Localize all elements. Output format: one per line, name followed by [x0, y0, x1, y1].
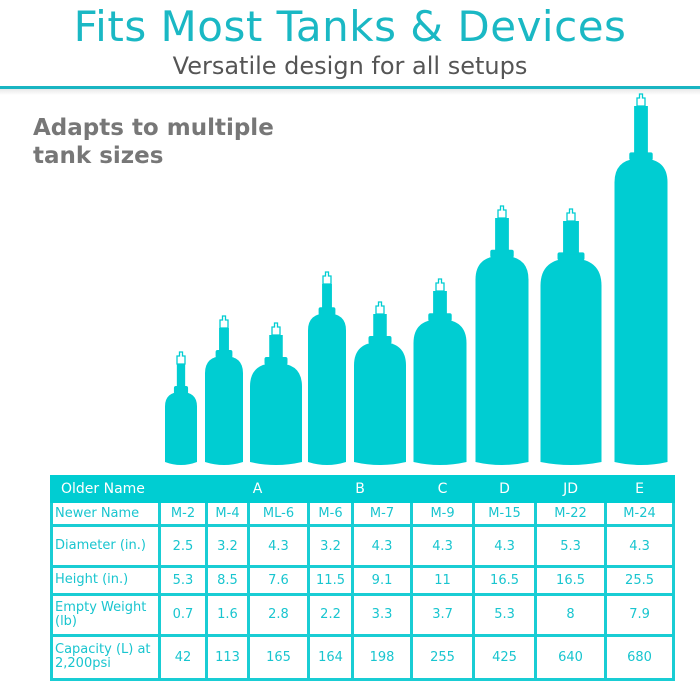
table-cell: 3.2 [205, 524, 250, 568]
table-cell: 8.5 [205, 564, 250, 597]
table-row: Height (in.) 5.3 8.5 7.6 11.5 9.1 11 16.5 16.5 25… [50, 564, 676, 597]
row-label: Older Name [50, 474, 161, 504]
table-cell: 4.3 [472, 524, 538, 568]
older-name-cell: JD [534, 474, 608, 504]
table-cell: M-7 [351, 500, 414, 528]
table-cell: 3.7 [410, 593, 476, 637]
table-cell: 255 [410, 633, 476, 682]
tank-icon [308, 271, 346, 465]
table-cell: 2.8 [246, 593, 311, 637]
table-cell: 3.2 [307, 524, 355, 568]
table-cell: M-9 [410, 500, 476, 528]
table-row: Capacity (L) at 2,200psi 42 113 165 164 198 25… [50, 633, 676, 682]
table-cell: 0.7 [158, 593, 208, 637]
table-cell: M-22 [534, 500, 608, 528]
header-divider [0, 86, 700, 89]
table-cell: 5.3 [158, 564, 208, 597]
table-cell: 3.3 [351, 593, 414, 637]
page-subtitle: Versatile design for all setups [172, 52, 528, 80]
table-cell: 7.9 [604, 593, 676, 637]
table-cell: 4.3 [604, 524, 676, 568]
row-label: Newer Name [50, 500, 161, 528]
tank-icon [413, 278, 467, 465]
table-cell: 4.3 [246, 524, 311, 568]
row-label: Diameter (in.) [50, 524, 161, 568]
older-name-cell: E [604, 474, 676, 504]
page-title: Fits Most Tanks & Devices [73, 2, 627, 51]
table-cell: 16.5 [472, 564, 538, 597]
tank-icon [475, 205, 529, 465]
table-cell: 11 [410, 564, 476, 597]
table-row: Diameter (in.) 2.5 3.2 4.3 3.2 4.3 4.3 4.3 5.3 4.… [50, 524, 676, 568]
tank-icon [614, 93, 668, 466]
table-cell: ML-6 [246, 500, 311, 528]
table-cell: M-2 [158, 500, 208, 528]
table-cell: M-6 [307, 500, 355, 528]
row-label: Height (in.) [50, 564, 161, 597]
older-name-cell: A [204, 474, 311, 504]
row-label: Empty Weight (lb) [50, 593, 161, 637]
section-heading-line1: Adapts to multiple [33, 115, 274, 141]
table-cell: 1.6 [205, 593, 250, 637]
older-name-cell [158, 474, 208, 504]
table-cell: M-24 [604, 500, 676, 528]
tank-illustrations [165, 93, 668, 466]
table-cell: 198 [351, 633, 414, 682]
row-label: Capacity (L) at 2,200psi [50, 633, 161, 682]
table-cell: 7.6 [246, 564, 311, 597]
section-heading-line2: tank sizes [33, 143, 164, 169]
table-cell: 2.2 [307, 593, 355, 637]
table-cell: 113 [205, 633, 250, 682]
table-cell: 5.3 [534, 524, 608, 568]
table-cell: 165 [246, 633, 311, 682]
table-cell: 5.3 [472, 593, 538, 637]
section-heading: Adapts to multiple tank sizes [33, 114, 274, 170]
table-cell: 9.1 [351, 564, 414, 597]
tank-spec-table: Older Name A B C D JD E Newer Name M-2 M-4 ML-6 M-6… [50, 474, 676, 682]
tank-icon [540, 208, 602, 465]
table-cell: M-15 [472, 500, 538, 528]
table-cell: 164 [307, 633, 355, 682]
header: Fits Most Tanks & Devices Versatile desi… [0, 0, 700, 88]
tank-icon [205, 315, 243, 465]
table-cell: 680 [604, 633, 676, 682]
header-divider-shadow [0, 89, 700, 95]
table-row: Newer Name M-2 M-4 ML-6 M-6 M-7 M-9 M-15 M-22 M-2… [50, 500, 676, 528]
older-name-cell: C [410, 474, 476, 504]
tank-icon [165, 351, 197, 465]
table-cell: 11.5 [307, 564, 355, 597]
older-name-cell: B [307, 474, 414, 504]
tank-icon [250, 322, 302, 465]
table-cell: 640 [534, 633, 608, 682]
table-cell: 425 [472, 633, 538, 682]
older-name-row: Older Name A B C D JD E [50, 474, 676, 504]
table-cell: 8 [534, 593, 608, 637]
tank-icon [354, 301, 406, 465]
table-cell: 4.3 [410, 524, 476, 568]
older-name-cell: D [472, 474, 538, 504]
table-cell: 25.5 [604, 564, 676, 597]
table-cell: 4.3 [351, 524, 414, 568]
table-cell: 42 [158, 633, 208, 682]
table-row: Empty Weight (lb) 0.7 1.6 2.8 2.2 3.3 3.7 5.3 8 7… [50, 593, 676, 637]
table-cell: 2.5 [158, 524, 208, 568]
table-cell: 16.5 [534, 564, 608, 597]
table-cell: M-4 [205, 500, 250, 528]
